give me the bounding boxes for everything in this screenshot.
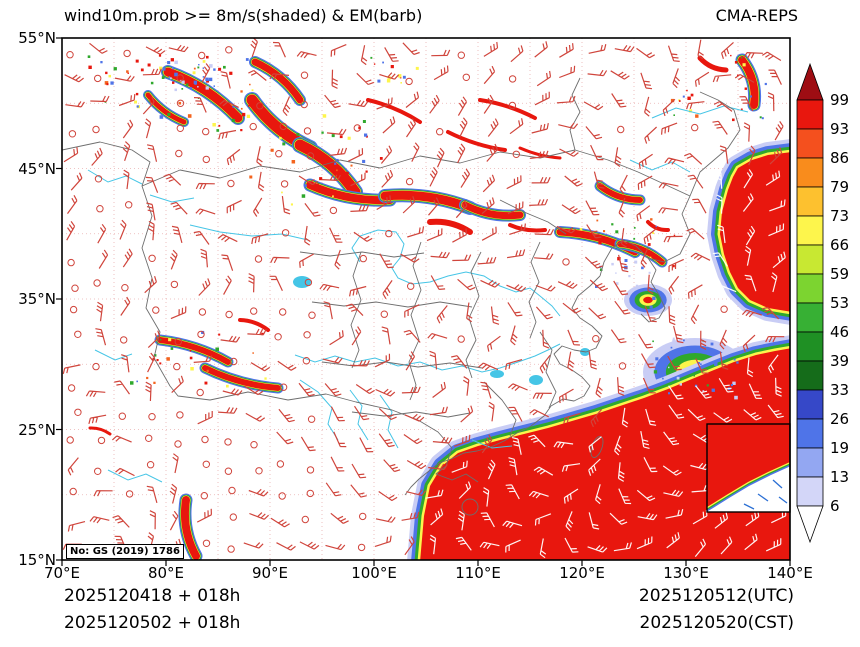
colorbar-label: 66 <box>830 236 850 254</box>
x-axis-tick-label: 120°E <box>559 564 605 582</box>
calm-circles <box>66 46 728 553</box>
axis-ticks <box>56 37 791 566</box>
map-content <box>62 38 790 560</box>
colorbar-label: 6 <box>830 497 840 515</box>
colorbar-label: 93 <box>830 120 850 138</box>
y-axis-tick-label: 15°N <box>18 551 56 569</box>
x-axis-tick-label: 140°E <box>767 564 813 582</box>
y-axis-tick-label: 55°N <box>18 29 56 47</box>
wind-barbs-white <box>425 169 787 559</box>
colorbar-label: 46 <box>830 323 850 341</box>
x-axis-tick-label: 110°E <box>455 564 501 582</box>
figure-title: wind10m.prob >= 8m/s(shaded) & EM(barb) <box>64 6 423 25</box>
colorbar-label: 79 <box>830 178 850 196</box>
x-axis-tick-label: 130°E <box>663 564 709 582</box>
colorbar-label: 86 <box>830 149 850 167</box>
y-axis-tick-label: 25°N <box>18 420 56 439</box>
colorbar-label: 19 <box>830 439 850 457</box>
model-label: CMA-REPS <box>715 6 798 25</box>
map-approval-note: No: GS (2019) 1786 <box>66 544 184 559</box>
colorbar-label: 13 <box>830 468 850 486</box>
colorbar-label: 39 <box>830 352 850 370</box>
x-axis-tick-label: 100°E <box>351 564 397 582</box>
y-axis-tick-label: 35°N <box>18 290 56 308</box>
colorbar-label: 99 <box>830 91 850 109</box>
colorbar-label: 59 <box>830 265 850 283</box>
boundaries <box>62 77 741 516</box>
valid-time-utc: 2025120512(UTC) <box>638 586 794 606</box>
x-axis-tick-label: 90°E <box>251 564 289 582</box>
init-time-line-1: 2025120418 + 018h <box>64 586 241 606</box>
valid-time-cst: 2025120520(CST) <box>639 613 794 633</box>
colorbar <box>796 62 824 544</box>
init-time-line-2: 2025120502 + 018h <box>64 613 241 633</box>
y-axis-tick-label: 45°N <box>18 159 56 178</box>
colorbar-label: 53 <box>830 294 850 312</box>
south-china-sea-inset <box>707 424 790 512</box>
x-axis-tick-label: 70°E <box>43 564 81 582</box>
x-axis-tick-label: 80°E <box>147 564 185 582</box>
colorbar-label: 73 <box>830 207 850 225</box>
colorbar-label: 33 <box>830 381 850 399</box>
colorbar-label: 26 <box>830 410 850 428</box>
wind-barbs-red <box>62 38 785 556</box>
rivers <box>87 105 749 483</box>
